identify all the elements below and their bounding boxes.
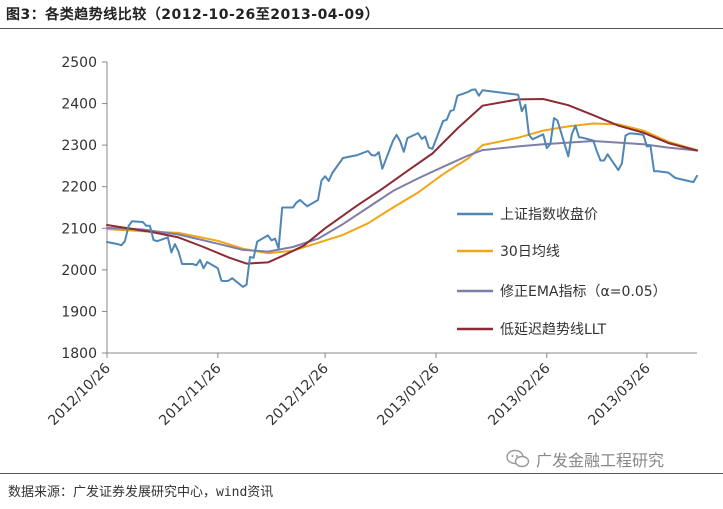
legend-label: 修正EMA指标（α=0.05） [500,284,667,300]
series-line [106,98,698,265]
legend-label: 30日均线 [500,244,560,260]
wechat-icon [506,449,530,468]
x-tick-label: 2012/12/26 [264,360,332,428]
figure-title: 图3：各类趋势线比较（2012-10-26至2013-04-09） [6,7,380,23]
x-axis-ticks: 2012/10/26 2012/11/26 2012/12/26 2013/01/26… [45,353,654,429]
watermark-text: 广发金融工程研究 [536,451,665,470]
y-tick-label: 2500 [61,55,97,71]
x-tick-label: 2013/01/26 [374,360,442,428]
y-tick-label: 2300 [61,138,97,154]
watermark: 广发金融工程研究 [506,449,665,470]
x-tick-label: 2013/03/26 [585,360,653,428]
legend-label: 上证指数收盘价 [500,206,598,223]
legend-label: 低延迟趋势线LLT [500,322,607,338]
x-tick-label: 2013/02/26 [485,360,553,428]
series-line [106,88,698,288]
line-chart: 1800 1900 2000 2100 2200 2300 2400 2500 2012/10… [45,55,698,429]
x-tick-label: 2012/10/26 [45,360,113,428]
y-tick-label: 1900 [61,304,97,320]
y-tick-label: 2400 [61,97,97,113]
x-tick-label: 2012/11/26 [156,360,224,428]
y-tick-label: 2000 [61,263,97,279]
series-line [106,140,698,253]
figure-source: 数据来源：广发证券发展研究中心，wind资讯 [8,485,274,500]
source-divider [0,473,723,474]
series-lines [106,88,698,288]
y-tick-label: 1800 [61,346,97,362]
y-tick-label: 2100 [61,221,97,237]
series-line [106,122,698,255]
y-tick-label: 2200 [61,180,97,196]
title-divider [0,28,723,29]
y-axis-ticks: 1800 1900 2000 2100 2200 2300 2400 2500 [61,55,107,362]
chart-axes [106,62,697,354]
